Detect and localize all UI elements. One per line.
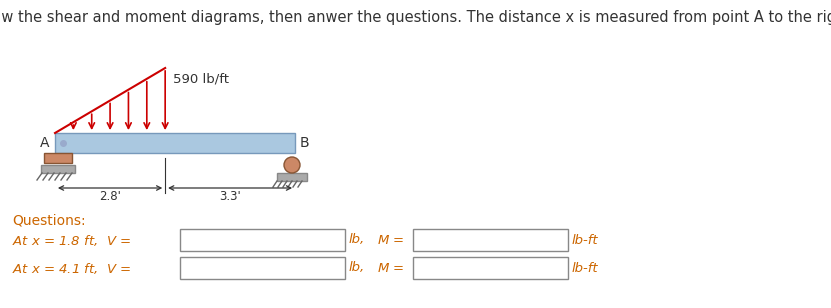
Text: A: A: [40, 136, 49, 150]
Bar: [180, 257, 345, 279]
Text: Questions:: Questions:: [12, 213, 86, 227]
Bar: [413, 257, 568, 279]
Text: At $\mathit{x}$ = 4.1 ft,  V =: At $\mathit{x}$ = 4.1 ft, V =: [12, 261, 131, 275]
Text: B: B: [300, 136, 310, 150]
Text: 590 lb/ft: 590 lb/ft: [173, 73, 229, 86]
Bar: [180, 229, 345, 251]
Text: At $\mathit{x}$ = 1.8 ft,  V =: At $\mathit{x}$ = 1.8 ft, V =: [12, 233, 131, 248]
Text: $\mathit{M}$ =: $\mathit{M}$ =: [377, 261, 404, 274]
Text: lb,: lb,: [349, 233, 366, 246]
Bar: [277, 173, 307, 181]
Text: 2.8': 2.8': [99, 190, 121, 203]
Bar: [44, 153, 72, 163]
Bar: [41, 165, 75, 173]
Text: $\mathit{M}$ =: $\mathit{M}$ =: [377, 233, 404, 246]
Text: Draw the shear and moment diagrams, then anwer the questions. The distance x is : Draw the shear and moment diagrams, then…: [0, 10, 831, 25]
Text: lb-ft: lb-ft: [572, 261, 598, 274]
Bar: [55, 133, 295, 153]
Bar: [413, 229, 568, 251]
Text: lb-ft: lb-ft: [572, 233, 598, 246]
Text: lb,: lb,: [349, 261, 366, 274]
Circle shape: [284, 157, 300, 173]
Text: 3.3': 3.3': [219, 190, 241, 203]
